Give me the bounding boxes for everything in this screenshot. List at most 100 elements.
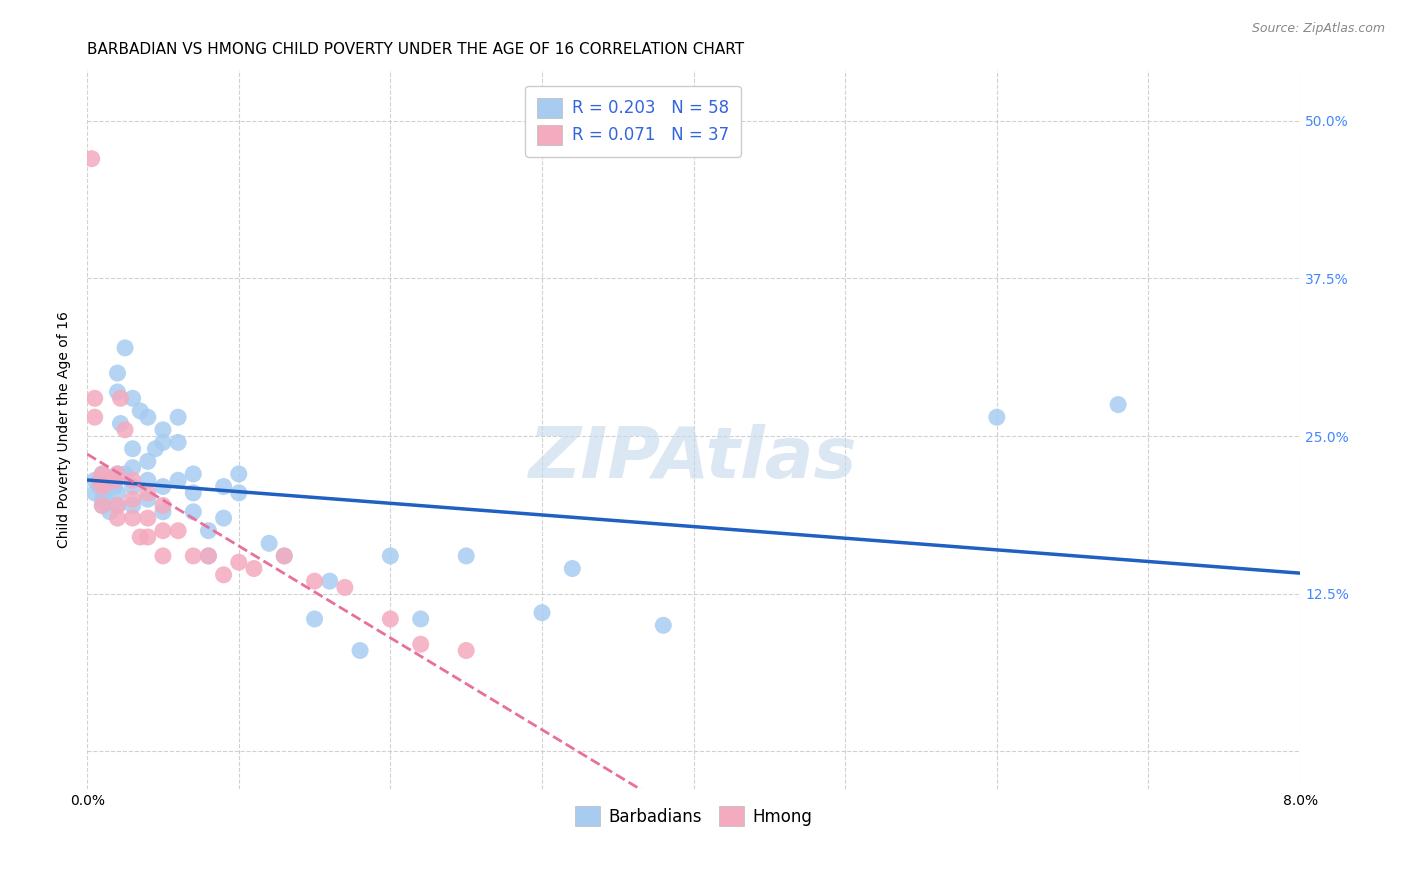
Point: [257, 536, 280, 550]
Point: [129, 404, 152, 418]
Point: [136, 410, 159, 425]
Point: [380, 549, 402, 563]
Point: [212, 567, 235, 582]
Point: [212, 511, 235, 525]
Point: [129, 530, 152, 544]
Point: [986, 410, 1008, 425]
Point: [167, 473, 190, 487]
Point: [228, 555, 250, 569]
Point: [91, 479, 114, 493]
Point: [107, 384, 129, 399]
Point: [181, 549, 204, 563]
Point: [98, 473, 121, 487]
Point: [152, 505, 174, 519]
Point: [228, 486, 250, 500]
Point: [181, 486, 204, 500]
Point: [136, 486, 159, 500]
Point: [333, 581, 356, 595]
Point: [110, 417, 132, 431]
Point: [167, 410, 190, 425]
Point: [152, 435, 174, 450]
Point: [197, 549, 219, 563]
Point: [136, 511, 159, 525]
Point: [94, 492, 117, 507]
Point: [1107, 398, 1129, 412]
Point: [152, 479, 174, 493]
Point: [91, 499, 114, 513]
Point: [561, 561, 583, 575]
Point: [121, 392, 143, 406]
Point: [167, 524, 190, 538]
Point: [349, 643, 371, 657]
Point: [197, 524, 219, 538]
Point: [121, 479, 143, 493]
Point: [456, 643, 478, 657]
Point: [304, 612, 326, 626]
Point: [89, 479, 111, 493]
Point: [91, 492, 114, 507]
Point: [304, 574, 326, 589]
Point: [80, 152, 103, 166]
Point: [197, 549, 219, 563]
Y-axis label: Child Poverty Under the Age of 16: Child Poverty Under the Age of 16: [58, 311, 72, 549]
Point: [121, 492, 143, 507]
Point: [107, 499, 129, 513]
Point: [136, 530, 159, 544]
Point: [107, 499, 129, 513]
Point: [152, 549, 174, 563]
Point: [110, 392, 132, 406]
Point: [114, 341, 136, 355]
Point: [83, 410, 105, 425]
Point: [167, 435, 190, 450]
Point: [83, 392, 105, 406]
Point: [83, 473, 105, 487]
Point: [409, 637, 432, 651]
Point: [409, 612, 432, 626]
Point: [121, 460, 143, 475]
Point: [273, 549, 295, 563]
Point: [91, 467, 114, 481]
Point: [212, 479, 235, 493]
Text: Source: ZipAtlas.com: Source: ZipAtlas.com: [1251, 22, 1385, 36]
Point: [107, 366, 129, 380]
Point: [181, 505, 204, 519]
Point: [243, 561, 266, 575]
Point: [103, 479, 125, 493]
Point: [530, 606, 553, 620]
Point: [91, 499, 114, 513]
Point: [91, 467, 114, 481]
Point: [152, 499, 174, 513]
Legend: Barbadians, Hmong: Barbadians, Hmong: [567, 797, 820, 835]
Text: ZIPAtlas: ZIPAtlas: [530, 424, 858, 493]
Point: [136, 473, 159, 487]
Point: [121, 473, 143, 487]
Point: [98, 473, 121, 487]
Point: [145, 442, 167, 456]
Point: [652, 618, 675, 632]
Point: [114, 423, 136, 437]
Point: [83, 486, 105, 500]
Point: [136, 492, 159, 507]
Point: [114, 467, 136, 481]
Point: [121, 442, 143, 456]
Point: [228, 467, 250, 481]
Point: [107, 511, 129, 525]
Point: [456, 549, 478, 563]
Point: [107, 467, 129, 481]
Point: [152, 524, 174, 538]
Point: [107, 486, 129, 500]
Text: BARBADIAN VS HMONG CHILD POVERTY UNDER THE AGE OF 16 CORRELATION CHART: BARBADIAN VS HMONG CHILD POVERTY UNDER T…: [87, 42, 744, 57]
Point: [89, 473, 111, 487]
Point: [94, 473, 117, 487]
Point: [152, 423, 174, 437]
Point: [121, 499, 143, 513]
Point: [121, 511, 143, 525]
Point: [103, 473, 125, 487]
Point: [98, 505, 121, 519]
Point: [107, 467, 129, 481]
Point: [181, 467, 204, 481]
Point: [380, 612, 402, 626]
Point: [273, 549, 295, 563]
Point: [136, 454, 159, 468]
Point: [319, 574, 342, 589]
